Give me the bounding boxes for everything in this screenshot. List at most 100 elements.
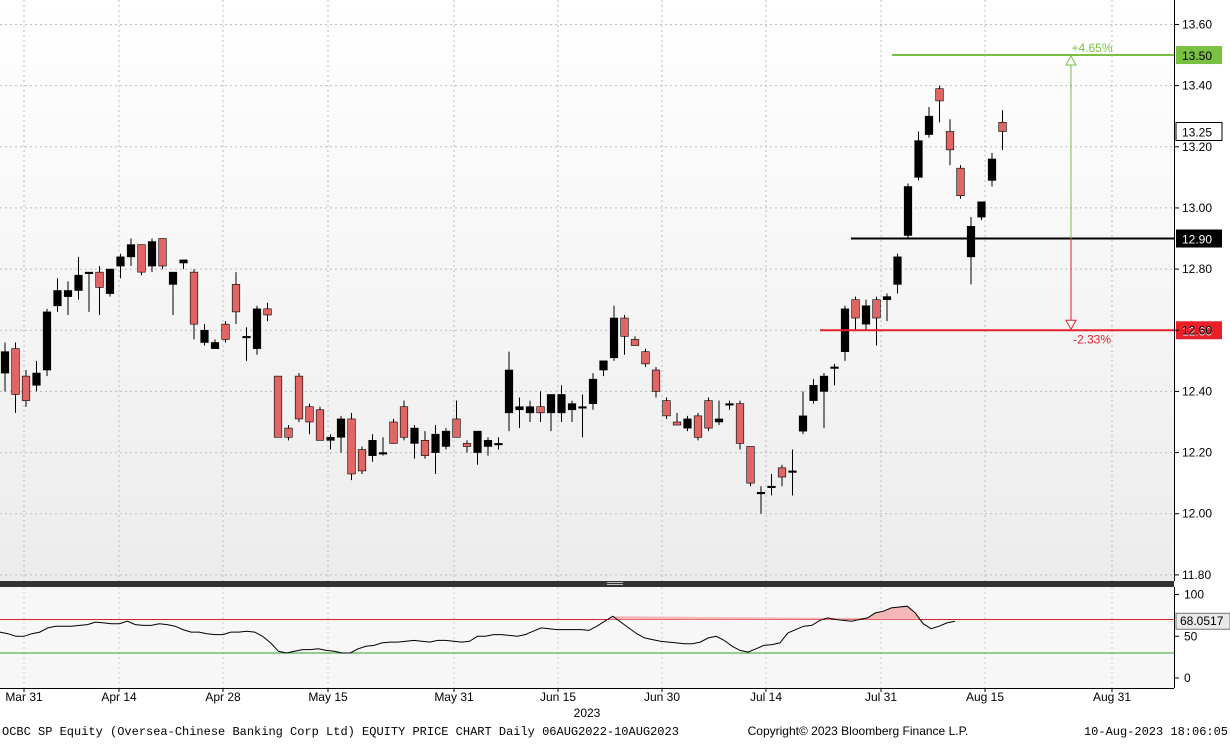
- y-tick-label: 12.60: [1182, 323, 1212, 337]
- candle-body: [735, 403, 745, 444]
- y-tick-label: 13.00: [1182, 201, 1212, 215]
- price-panel-background: [0, 0, 1174, 581]
- candle-body: [515, 406, 524, 411]
- candle-body: [567, 403, 577, 411]
- x-tick-label: May 31: [434, 690, 474, 704]
- y-tick-label: 13.20: [1182, 140, 1212, 154]
- candle-body: [494, 443, 503, 446]
- candle-body: [672, 421, 682, 426]
- candle-body: [420, 440, 430, 456]
- candle-body: [767, 485, 776, 489]
- candle-body: [42, 311, 52, 371]
- candle-body: [95, 271, 104, 288]
- x-tick-label: Jul 14: [750, 690, 782, 704]
- candle-body: [588, 378, 598, 404]
- candle-body: [410, 427, 419, 444]
- reference-value-box: [1176, 229, 1222, 248]
- candle-body: [525, 406, 535, 414]
- rsi-y-tick-label: 100: [1184, 588, 1204, 602]
- candle-body: [11, 348, 20, 395]
- panel-divider[interactable]: [0, 581, 1174, 587]
- support-value-label: 12.60: [1182, 324, 1212, 338]
- candle-body: [357, 449, 367, 472]
- candle-body: [893, 256, 902, 285]
- candle-body: [557, 394, 566, 414]
- candle-body: [651, 369, 661, 392]
- candle-body: [168, 271, 178, 285]
- candle-body: [872, 299, 881, 319]
- candle-body: [903, 186, 913, 236]
- axes: 11.80 12.00 12.20 12.40 12.60 12.80 13.00 13.20…: [0, 0, 1230, 704]
- support-pct-label: -2.33%: [1073, 332, 1111, 346]
- candle-body: [452, 418, 461, 438]
- candle-body: [84, 271, 94, 274]
- candle-body: [945, 131, 955, 151]
- y-tick-label: 13.60: [1182, 17, 1212, 31]
- footer-timestamp: 10-Aug-2023 18:06:05: [1084, 725, 1228, 739]
- candle-body: [137, 244, 146, 273]
- reference-value-label: 12.90: [1182, 233, 1212, 247]
- candle-body: [389, 421, 398, 444]
- last-value-box: [1175, 121, 1223, 141]
- rsi-line: [0, 605, 956, 654]
- candle-body: [63, 290, 73, 297]
- candle-body: [798, 415, 808, 432]
- candle-body: [819, 375, 829, 392]
- candle-body: [252, 308, 262, 349]
- candle-body: [725, 403, 734, 406]
- candle-body: [483, 440, 493, 447]
- target-pct-label: +4.65%: [1071, 41, 1112, 55]
- candlestick-series: [0, 85, 1007, 514]
- candle-body: [851, 299, 860, 319]
- candle-body: [977, 201, 986, 218]
- candle-body: [882, 296, 892, 300]
- candle-body: [147, 241, 157, 267]
- candle-body: [179, 259, 188, 264]
- candle-body: [441, 430, 451, 447]
- candle-body: [693, 415, 703, 438]
- target-value-box: [1176, 46, 1222, 65]
- candle-body: [809, 384, 818, 401]
- candle-body: [704, 400, 713, 429]
- candle-body: [368, 440, 377, 456]
- candle-body: [210, 342, 220, 349]
- candle-body: [504, 369, 514, 414]
- candle-body: [263, 308, 272, 316]
- candle-body: [924, 115, 934, 135]
- candle-body: [200, 329, 209, 343]
- candle-body: [662, 400, 671, 417]
- candle-body: [998, 122, 1007, 132]
- candle-body: [966, 225, 976, 258]
- candle-body: [347, 418, 356, 475]
- support-value-box: [1176, 321, 1222, 340]
- candle-body: [746, 446, 755, 484]
- footer-copyright: Copyright© 2023 Bloomberg Finance L.P.: [748, 724, 969, 738]
- candle-body: [536, 406, 545, 414]
- y-tick-label: 12.00: [1182, 507, 1212, 521]
- candle-body: [641, 351, 650, 365]
- candle-body: [0, 351, 10, 374]
- candle-body: [294, 375, 304, 420]
- x-tick-label: Apr 28: [205, 690, 241, 704]
- candle-body: [336, 418, 346, 438]
- candle-body: [74, 274, 83, 291]
- grid-lines: [0, 0, 1174, 688]
- candle-body: [683, 418, 692, 429]
- candle-body: [315, 409, 325, 441]
- rsi-y-tick-label: 50: [1184, 629, 1198, 643]
- candle-body: [788, 470, 797, 473]
- candle-body: [21, 375, 31, 401]
- x-tick-label: Jun 30: [644, 690, 680, 704]
- candle-body: [431, 433, 440, 453]
- candle-body: [830, 366, 839, 369]
- support-arrow-head: [1065, 319, 1077, 331]
- candle-body: [987, 158, 997, 181]
- x-tick-label: Aug 15: [966, 690, 1004, 704]
- candle-body: [105, 268, 115, 294]
- candle-body: [378, 452, 388, 455]
- last-value-label: 13.25: [1182, 125, 1212, 139]
- candle-body: [284, 427, 293, 438]
- candle-body: [126, 244, 136, 258]
- candle-body: [578, 406, 587, 409]
